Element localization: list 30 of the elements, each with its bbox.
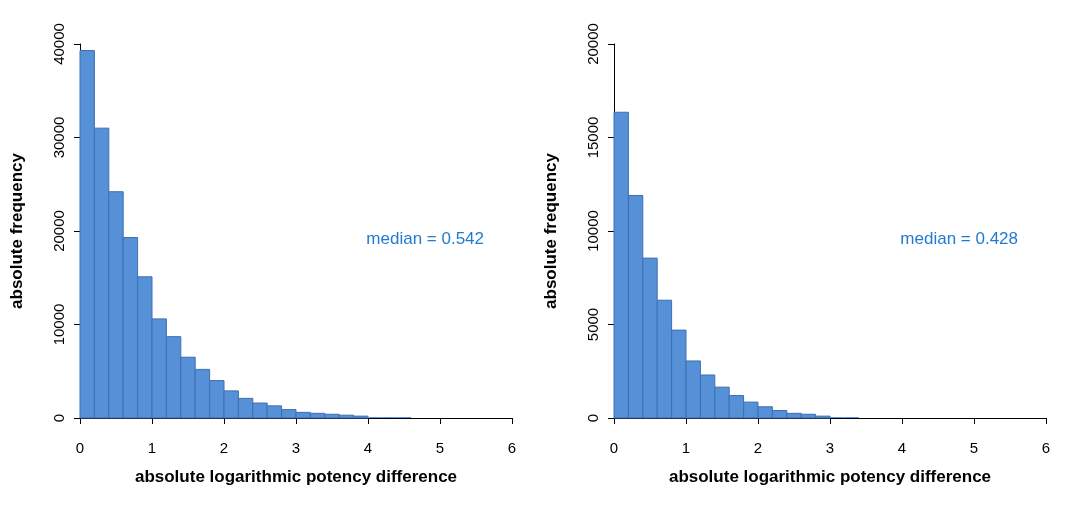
y-tick-label: 20000 [584,23,601,65]
y-tick-label: 5000 [584,307,601,342]
x-tick-label: 5 [969,439,979,456]
x-tick-label: 2 [219,439,229,456]
x-tick-label: 0 [609,439,619,456]
x-tick-label: 3 [825,439,835,456]
x-axis-title: absolute logarithmic potency difference [134,467,458,486]
x-tick-label: 3 [291,439,301,456]
y-tick-label: 15000 [584,116,601,159]
x-tick-label: 6 [1041,439,1051,456]
y-tick-label: 20000 [50,210,67,252]
y-tick-label: 30000 [50,116,67,159]
y-tick-label: 10000 [50,303,67,346]
x-tick-label: 0 [75,439,85,456]
y-tick-label: 40000 [50,23,67,65]
x-tick-label: 4 [897,439,907,456]
y-tick-label: 0 [50,413,67,423]
annotation: median = 0.542 [366,229,484,248]
x-tick-label: 5 [435,439,445,456]
y-axis-title: absolute frequency [541,152,560,309]
y-axis-title: absolute frequency [7,152,26,309]
annotation: median = 0.428 [900,229,1018,248]
x-tick-label: 6 [507,439,517,456]
x-tick-label: 2 [753,439,763,456]
x-tick-label: 1 [147,439,157,456]
x-tick-label: 4 [363,439,373,456]
x-axis-title: absolute logarithmic potency difference [668,467,992,486]
y-tick-label: 10000 [584,210,601,252]
y-tick-label: 0 [584,413,601,423]
x-tick-label: 1 [681,439,691,456]
